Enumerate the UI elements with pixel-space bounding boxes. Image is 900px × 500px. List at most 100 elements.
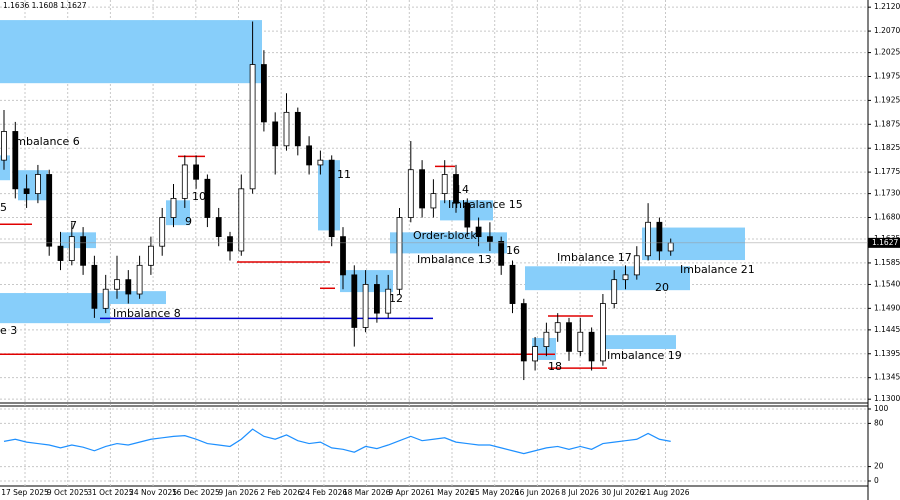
candle-body: [588, 331, 595, 362]
candle-body: [249, 64, 256, 190]
zone-label: Imbalance 21: [680, 263, 755, 276]
y-tick-label: 1.1680: [874, 213, 900, 222]
imbalance-zone: [603, 335, 676, 349]
candle-body: [532, 346, 538, 362]
ohlc-header: 1.1636 1.1608 1.1627: [3, 1, 87, 10]
candle-body: [419, 169, 426, 209]
zone-label: 10: [192, 190, 206, 203]
price-panel: Imbalance 6 5 7 910 11 12 14 Imbalance 15 Order-…: [0, 20, 755, 381]
imbalance-zone: [60, 232, 96, 249]
candle-body: [91, 264, 98, 309]
candle-body: [227, 236, 233, 252]
candle-body: [193, 164, 200, 180]
candle-body: [543, 331, 550, 347]
y-tick-label: 1.1925: [874, 95, 900, 104]
x-tick-label: 1 May 2026: [430, 488, 474, 497]
zone-label: Imbalance 19: [607, 349, 682, 362]
imbalance-zone: [0, 155, 10, 181]
candle-body: [486, 236, 493, 242]
zone-label: 20: [655, 281, 669, 294]
candle-body: [520, 303, 527, 362]
candle-body: [80, 236, 86, 266]
imbalance-zone: [166, 200, 190, 226]
last-price-label: 1.1627: [872, 238, 898, 247]
last-price-tag: [868, 237, 900, 248]
y-tick-label: 1.1540: [874, 279, 900, 288]
zone-label: Imbalance 8: [113, 307, 181, 320]
candle-body: [46, 174, 53, 247]
candle-body: [396, 217, 403, 290]
candle-body: [441, 174, 448, 195]
zone-label: 7: [70, 219, 77, 232]
x-tick-label: 9 Apr 2026: [388, 488, 430, 497]
zone-label: 12: [389, 292, 403, 305]
candle-body: [12, 131, 19, 190]
x-tick-label: 9 Jan 2026: [218, 488, 258, 497]
candle-body: [475, 226, 482, 238]
candle-body: [68, 236, 75, 261]
imbalance-zone: [108, 291, 166, 305]
x-tick-label: 25 May 2026: [470, 488, 519, 497]
candle-body: [622, 274, 629, 281]
x-tick-label: 21 Aug 2026: [641, 488, 689, 497]
zone-label: Order-block: [413, 229, 477, 242]
y-tick-label: 1.1875: [874, 119, 900, 128]
candle-body: [509, 264, 516, 304]
candle-body: [125, 279, 132, 295]
y-tick-label: 1.1775: [874, 167, 900, 176]
candle-body: [498, 241, 505, 266]
imbalance-zone: [525, 266, 690, 291]
candle-body: [566, 322, 572, 352]
candle-body: [238, 188, 245, 252]
candle-body: [464, 202, 471, 228]
candle-body: [351, 274, 358, 328]
candle-body: [204, 178, 211, 218]
candle-body: [147, 245, 154, 266]
candle-body: [272, 121, 279, 147]
candle-body: [554, 322, 561, 333]
candle-body: [136, 264, 143, 295]
y-tick-label: 1.2025: [874, 48, 900, 57]
y-tick-label: 1.2120: [874, 2, 900, 11]
candle-body: [667, 242, 674, 252]
candle-body: [294, 111, 301, 147]
y-tick-label: 80: [874, 418, 884, 427]
x-tick-label: 31 Oct 2025: [87, 488, 134, 497]
candle-body: [35, 174, 41, 195]
candle-body: [362, 284, 369, 328]
candle-body: [407, 169, 414, 218]
candle-body: [453, 174, 459, 204]
imbalance-zone: [0, 20, 262, 84]
zone-label: 18: [548, 360, 562, 373]
candle-body: [181, 164, 188, 199]
oscillator-line: [3, 428, 671, 455]
y-tick-label: 0: [874, 476, 879, 485]
candle-body: [57, 245, 64, 261]
candle-body: [260, 64, 267, 123]
zone-label: 14: [455, 183, 469, 196]
zone-label: 5: [0, 201, 7, 214]
y-tick-label: 1.1585: [874, 258, 900, 267]
zone-label: Imbalance 15: [448, 198, 523, 211]
candle-body: [611, 279, 618, 304]
candle-body: [373, 284, 380, 314]
candle-body: [328, 159, 335, 238]
imbalance-zone: [18, 170, 48, 201]
zone-label: 9: [185, 215, 192, 228]
oscillator-panel: [3, 428, 671, 455]
candle-body: [645, 221, 651, 257]
zone-label: Imbalance 17: [557, 251, 632, 264]
y-tick-label: 1.1300: [874, 394, 900, 403]
x-tick-label: 24 Nov 2025: [129, 488, 177, 497]
candle-body: [1, 131, 7, 161]
x-tick-label: 2 Feb 2026: [260, 488, 302, 497]
zone-label: Imbalance 13: [417, 253, 492, 266]
y-tick-label: 1.1345: [874, 373, 900, 382]
y-tick-label: 100: [874, 404, 889, 413]
x-tick-label: 16 Jun 2026: [515, 488, 560, 497]
candle-body: [114, 279, 120, 290]
candle-body: [577, 331, 584, 352]
y-tick-label: 20: [874, 462, 884, 471]
candle-body: [102, 288, 109, 309]
